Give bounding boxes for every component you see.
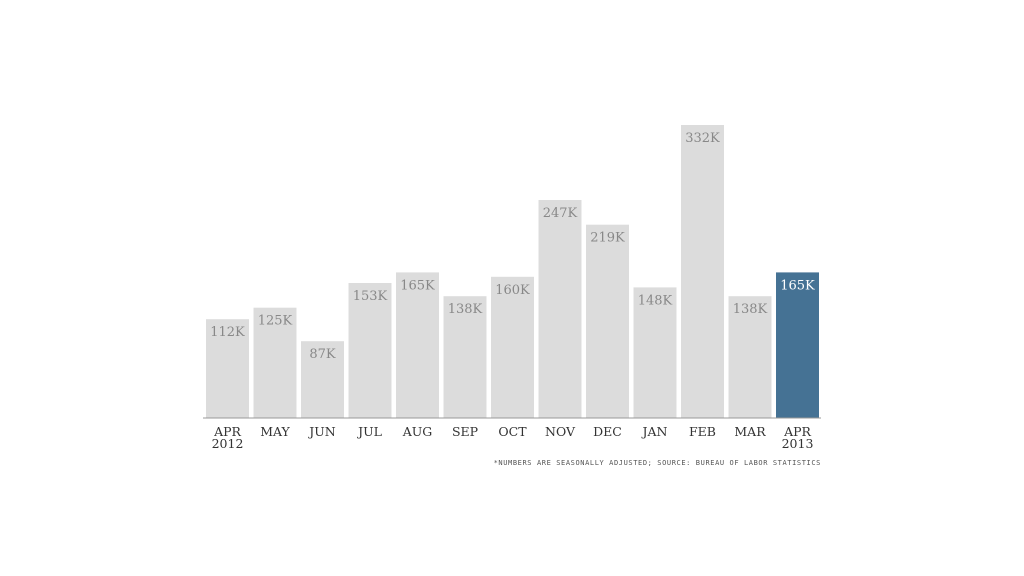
x-tick-label: APR 2013 [782, 424, 814, 451]
x-tick-label: JAN [641, 424, 668, 439]
bar [396, 272, 439, 418]
x-tick-label-line: APR [213, 424, 241, 439]
bar [206, 319, 249, 418]
x-tick-label: APR 2012 [212, 424, 244, 451]
x-tick-label-line: MAY [260, 424, 290, 439]
bar [633, 287, 677, 418]
x-tick-label-line: 2012 [212, 436, 244, 451]
x-tick-label: MAR [734, 424, 766, 439]
bar [443, 296, 487, 418]
bar-value-label: 138K [448, 302, 483, 317]
x-tick-label-line: 2013 [782, 436, 814, 451]
bar-value-label: 165K [780, 278, 815, 293]
bar [301, 341, 344, 418]
bar-value-label: 160K [495, 283, 530, 298]
x-tick-label-line: OCT [498, 424, 527, 439]
x-tick-label-line: APR [783, 424, 811, 439]
bar-value-label: 112K [210, 325, 245, 340]
x-tick-label: OCT [498, 424, 527, 439]
bar-value-label: 125K [258, 314, 293, 329]
x-tick-label-line: AUG [402, 424, 433, 439]
bar-value-label: 247K [543, 206, 578, 221]
bar [491, 276, 534, 418]
x-tick-label: AUG [402, 424, 433, 439]
x-tick-label: MAY [260, 424, 290, 439]
x-tick-label-line: MAR [734, 424, 766, 439]
bar [776, 272, 819, 418]
x-tick-label: JUL [356, 424, 382, 439]
x-tick-label-line: NOV [545, 424, 576, 439]
bar [253, 307, 297, 418]
x-tick-label-line: JUL [356, 424, 382, 439]
x-tick-label-line: FEB [689, 424, 716, 439]
x-tick-label-line: DEC [593, 424, 622, 439]
bar-value-label: 153K [353, 289, 388, 304]
bars-group: 112K 125K 87K 153K 165K 138K 160K 247K 219K 148K 3… [206, 125, 819, 418]
bar [538, 200, 582, 418]
bar-value-label: 138K [733, 302, 768, 317]
x-tick-label: DEC [593, 424, 622, 439]
x-tick-label: SEP [452, 424, 478, 439]
bar [681, 125, 724, 418]
bar [728, 296, 772, 418]
x-tick-label-line: SEP [452, 424, 478, 439]
bar [348, 283, 392, 418]
bar-value-label: 219K [590, 231, 625, 246]
x-tick-label: FEB [689, 424, 716, 439]
bar-value-label: 165K [400, 278, 435, 293]
bar-value-label: 148K [638, 293, 673, 308]
footnote: *NUMBERS ARE SEASONALLY ADJUSTED; SOURCE… [494, 459, 821, 467]
bar [586, 224, 629, 418]
x-tick-label-line: JAN [641, 424, 668, 439]
bar-value-label: 87K [309, 347, 336, 362]
x-tick-label: NOV [545, 424, 576, 439]
x-tick-label: JUN [307, 424, 336, 439]
bar-value-label: 332K [685, 131, 720, 146]
x-tick-label-line: JUN [307, 424, 336, 439]
